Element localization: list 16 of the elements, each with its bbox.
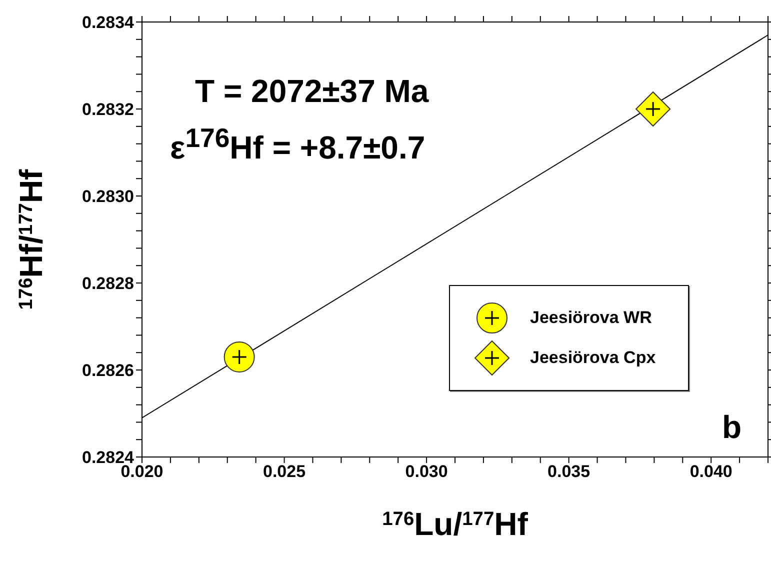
legend-label: Jeesiörova WR [530,308,652,328]
x-axis-title: $^{176}$Lu/$^{177}$Hf [382,506,528,542]
x-tick-label: 0.030 [405,462,448,482]
annotation: b [722,408,742,446]
legend-label: Jeesiörova Cpx [530,348,656,368]
annotation: ε$^{176}$Hf = +8.7±0.7 [170,122,426,168]
x-tick-label: 0.020 [120,462,164,482]
y-tick-label: 0.2828 [82,274,134,294]
y-tick-label: 0.2826 [82,361,134,380]
x-tick-label: 0.035 [548,462,590,482]
y-tick-label: 0.2832 [82,100,134,120]
y-tick-label: 0.2834 [82,13,135,32]
annotation: T = 2072±37 Ma [195,72,429,110]
y-tick-label: 0.2830 [82,187,134,206]
x-tick-label: 0.040 [690,462,732,482]
x-tick-label: 0.025 [263,462,306,482]
